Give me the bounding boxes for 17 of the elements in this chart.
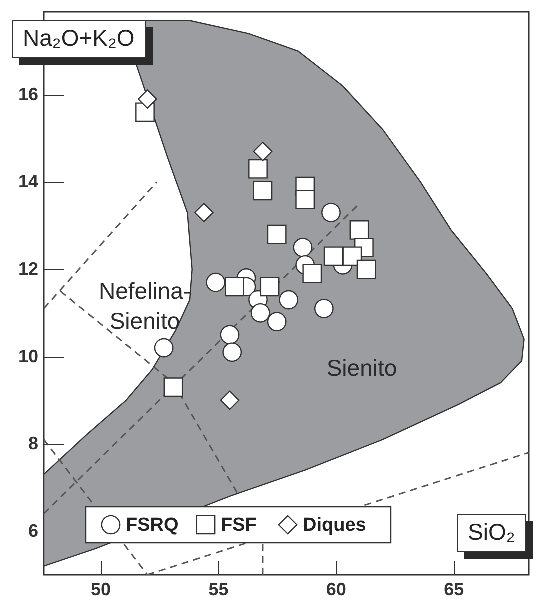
y-tick-label: 8 bbox=[28, 434, 38, 454]
y-axis-title: Na₂O+K₂O bbox=[12, 20, 146, 58]
legend-label: FSRQ bbox=[126, 515, 179, 536]
legend-label: FSF bbox=[221, 515, 257, 536]
y-tick-label: 14 bbox=[18, 172, 38, 192]
x-tick-label: 60 bbox=[326, 580, 346, 600]
x-axis-title: SiO₂ bbox=[457, 514, 526, 552]
y-tick-label: 10 bbox=[18, 346, 38, 366]
y-tick-label: 16 bbox=[18, 84, 38, 104]
annotation: Sienito bbox=[326, 355, 398, 381]
annotation: Nefelina-Sienito bbox=[98, 278, 192, 334]
x-tick-label: 55 bbox=[208, 580, 229, 600]
x-tick-label: 65 bbox=[444, 580, 464, 600]
y-tick-label: 12 bbox=[18, 258, 38, 279]
x-tick-label: 50 bbox=[90, 580, 112, 600]
legend-label: Diques bbox=[303, 515, 366, 536]
y-tick-label: 6 bbox=[28, 520, 38, 541]
